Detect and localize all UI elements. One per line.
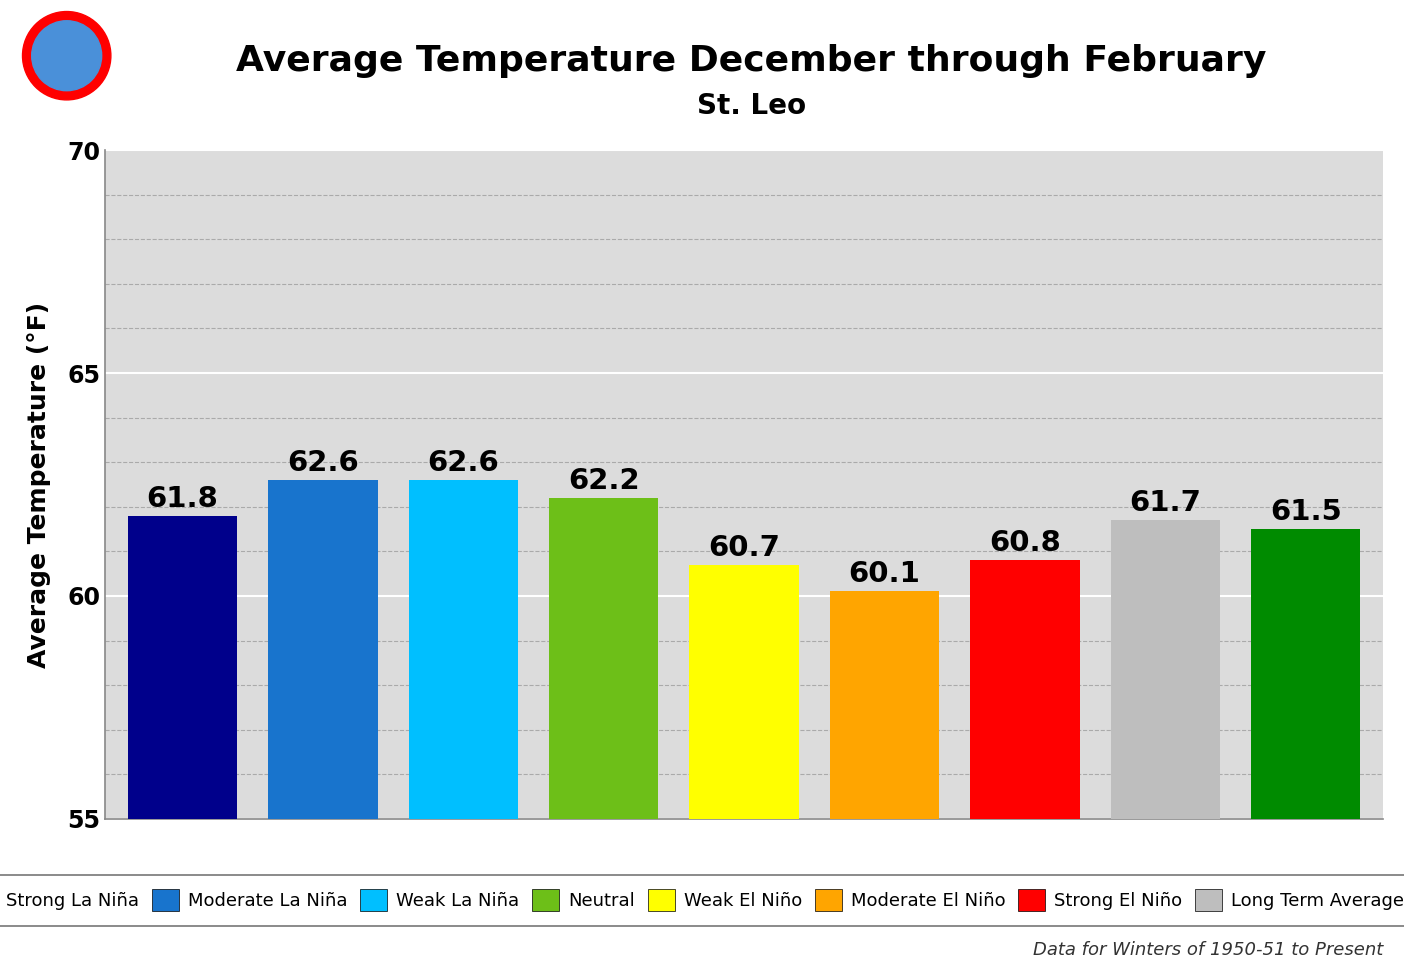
Legend: Strong La Niña, Moderate La Niña, Weak La Niña, Neutral, Weak El Niño, Moderate : Strong La Niña, Moderate La Niña, Weak L… <box>0 875 1404 925</box>
Circle shape <box>32 20 101 91</box>
Bar <box>970 560 1080 819</box>
Bar <box>1111 520 1220 819</box>
Text: Data for Winters of 1950-51 to Present: Data for Winters of 1950-51 to Present <box>1033 941 1383 959</box>
Text: Average Temperature December through February: Average Temperature December through Feb… <box>236 44 1266 78</box>
Text: St. Leo: St. Leo <box>696 92 806 120</box>
Bar <box>1251 529 1360 819</box>
Text: 61.5: 61.5 <box>1269 498 1342 526</box>
Y-axis label: Average Temperature (°F): Average Temperature (°F) <box>27 301 51 668</box>
Bar <box>268 480 378 819</box>
Text: 60.8: 60.8 <box>988 529 1061 557</box>
Bar <box>128 516 237 819</box>
Text: 61.8: 61.8 <box>146 484 219 513</box>
Bar <box>689 565 799 819</box>
Bar <box>549 498 658 819</box>
Text: 62.6: 62.6 <box>286 449 359 477</box>
Text: 60.1: 60.1 <box>848 560 921 588</box>
Text: 62.2: 62.2 <box>567 467 640 495</box>
Text: 61.7: 61.7 <box>1129 489 1202 517</box>
Bar <box>830 591 939 819</box>
Text: 60.7: 60.7 <box>708 534 781 562</box>
Bar <box>409 480 518 819</box>
Text: 62.6: 62.6 <box>427 449 500 477</box>
Circle shape <box>22 12 111 100</box>
